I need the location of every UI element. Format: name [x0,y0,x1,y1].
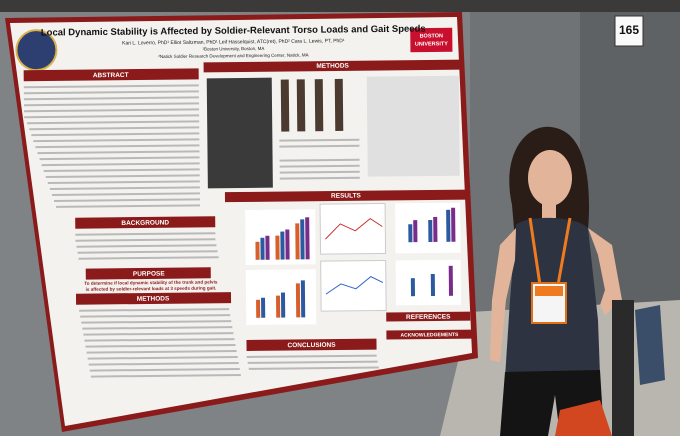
section-header: METHODS [316,63,349,70]
section-bar [75,292,232,305]
section-header: RESULTS [331,192,362,199]
purpose-text: To determine if local dynamic stability … [84,279,218,285]
section-bar [246,338,377,351]
photo [206,77,273,189]
section-header: ACKNOWLEDGEMENTS [401,332,460,339]
section-header: METHODS [137,295,170,302]
wall-panel [580,12,680,322]
section-header: PURPOSE [133,271,166,278]
logo-text: BOSTON [420,33,444,39]
section-bar [224,189,469,203]
section-header: CONCLUSIONS [287,342,336,350]
poster [10,17,472,426]
booth-number: 165 [619,23,639,37]
body-text [23,84,379,378]
figure-silhouettes [280,78,344,132]
section-header: BACKGROUND [121,219,169,227]
section-bar [386,329,473,340]
table [366,75,460,177]
poster-authors: Kari L. Loverro, PhD¹ Elliot Saltzman, P… [122,38,345,46]
ceiling [0,0,680,12]
booth-sign [614,15,644,47]
bag [555,400,612,436]
stand-pole [612,300,634,436]
bystander [635,305,665,385]
logo-text: UNIVERSITY [415,41,448,47]
affiliation: ²Natick Soldier Research Development and… [158,52,308,59]
section-bar [75,216,216,229]
section-header: REFERENCES [406,314,451,321]
result-figures [245,202,462,325]
section-bar [386,311,471,322]
section-bar [203,59,462,73]
university-logo [410,27,453,53]
section-header: ABSTRACT [93,72,129,79]
poster-title: Local Dynamic Stability is Affected by S… [41,24,426,39]
section-bar [23,68,199,82]
affiliation: ¹Boston University, Boston, MA [202,46,264,52]
section-bar [85,267,211,280]
purpose-text: is affected by soldier-relevant loads at… [86,285,217,291]
